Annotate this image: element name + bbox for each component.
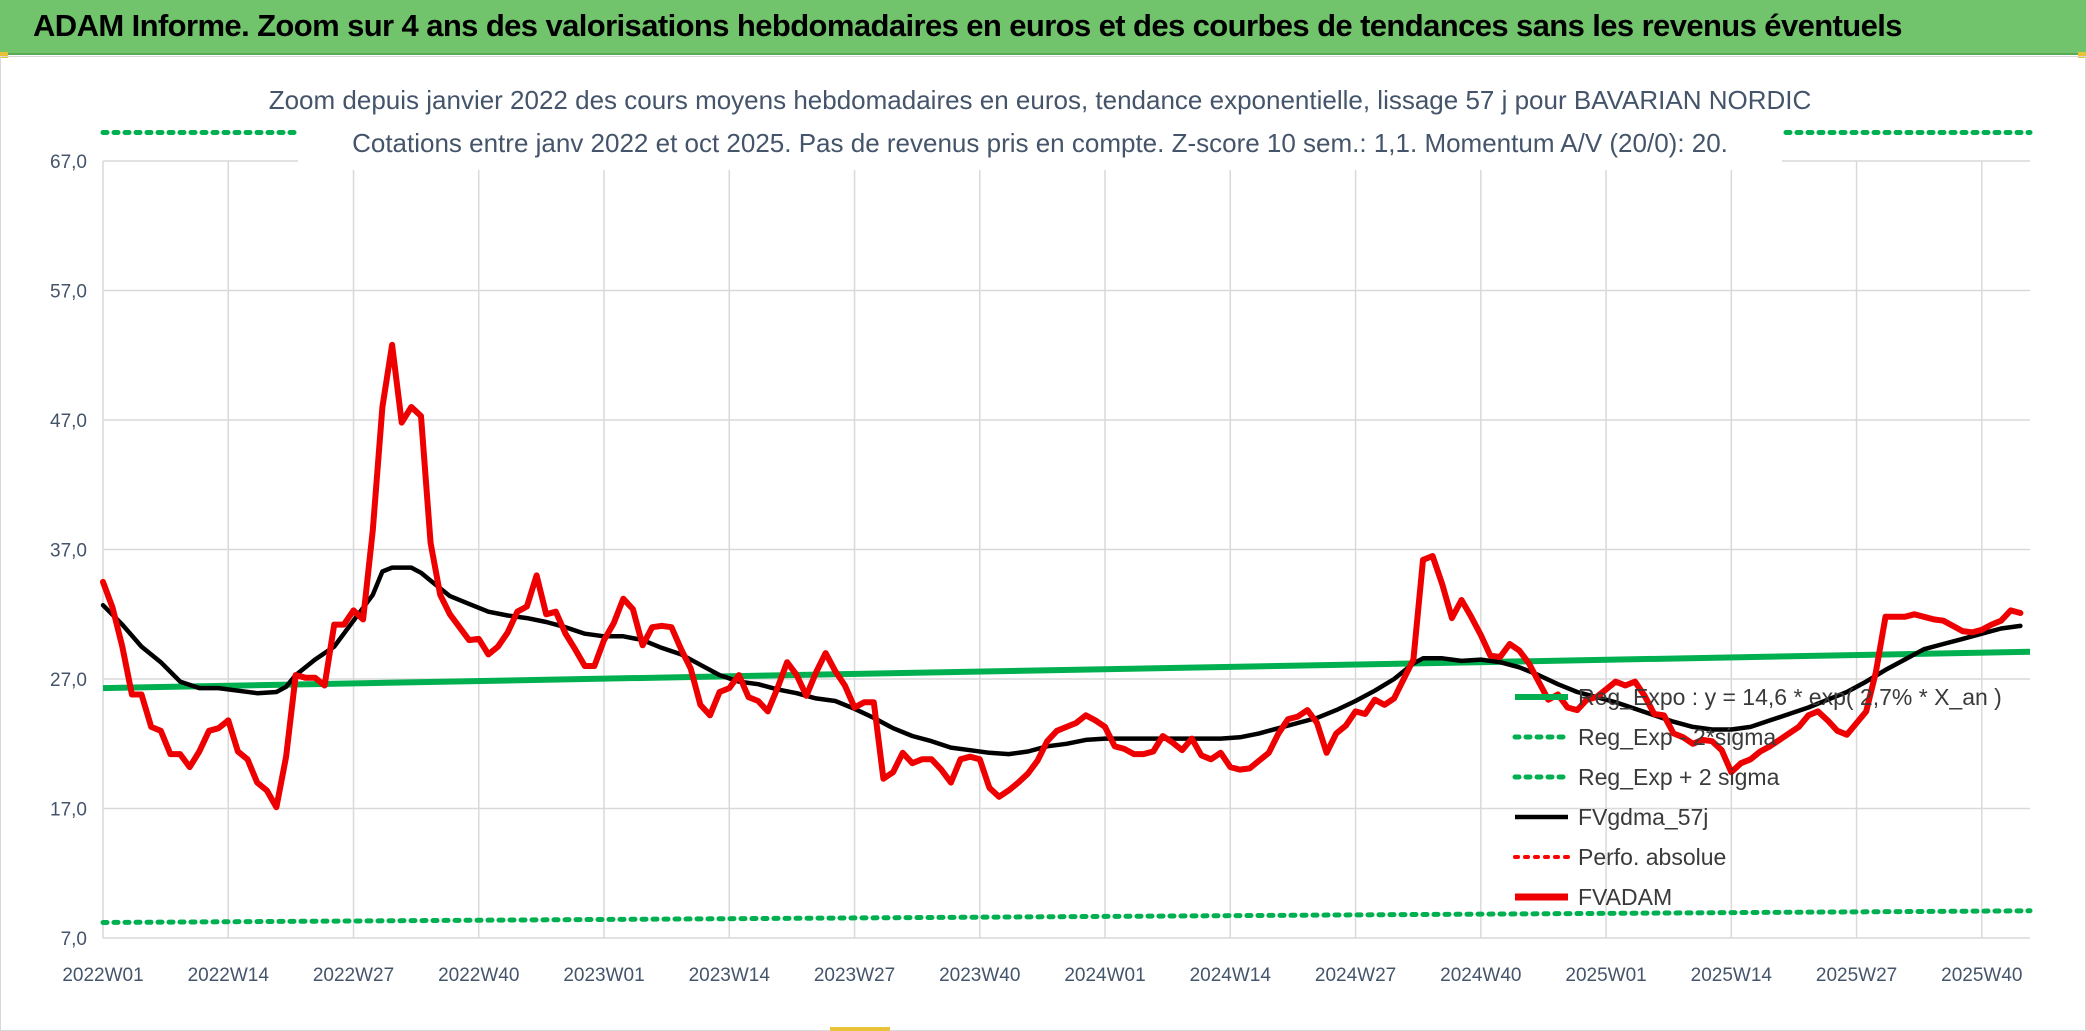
x-tick-label: 2023W27 bbox=[814, 965, 895, 986]
x-tick-label: 2024W01 bbox=[1064, 965, 1145, 986]
x-tick-label: 2024W14 bbox=[1190, 965, 1272, 986]
x-tick-label: 2023W40 bbox=[939, 965, 1020, 986]
y-tick-label: 57,0 bbox=[50, 282, 87, 303]
chart-legend: Reg_Expo : y = 14,6 * exp( 2,7% * X_an )… bbox=[1512, 684, 2002, 910]
x-tick-label: 2024W27 bbox=[1315, 965, 1396, 986]
bottom-accent bbox=[830, 1027, 890, 1031]
chart-grid bbox=[102, 160, 2030, 939]
series-fvadam bbox=[100, 341, 2024, 811]
legend-label: Reg_Exp + 2 sigma bbox=[1578, 764, 1780, 790]
series-reg-exp-minus-2-sigma bbox=[100, 908, 2033, 925]
report-header: ADAM Informe. Zoom sur 4 ans des valoris… bbox=[0, 0, 2086, 55]
report-title: ADAM Informe. Zoom sur 4 ans des valoris… bbox=[33, 8, 1903, 43]
legend-label: Perfo. absolue bbox=[1578, 844, 1726, 870]
y-tick-label: 27,0 bbox=[50, 670, 87, 691]
legend-label: Reg_Expo : y = 14,6 * exp( 2,7% * X_an ) bbox=[1578, 684, 2002, 710]
legend-label: FVgdma_57j bbox=[1578, 804, 1708, 830]
series-fvgdma-57j bbox=[100, 565, 2023, 757]
x-tick-label: 2022W14 bbox=[188, 965, 270, 986]
x-tick-label: 2025W01 bbox=[1565, 965, 1646, 986]
y-tick-label: 37,0 bbox=[50, 541, 87, 562]
x-tick-label: 2022W01 bbox=[62, 965, 143, 986]
x-tick-label: 2024W40 bbox=[1440, 965, 1521, 986]
corner-accent-right bbox=[2078, 52, 2086, 58]
chart-title-line-1: Zoom depuis janvier 2022 des cours moyen… bbox=[269, 85, 1812, 115]
legend-label: Reg_Exp - 2*sigma bbox=[1578, 724, 1776, 750]
y-tick-label: 67,0 bbox=[50, 152, 87, 173]
x-tick-label: 2025W14 bbox=[1691, 965, 1773, 986]
x-tick-label: 2023W14 bbox=[689, 965, 771, 986]
y-tick-label: 47,0 bbox=[50, 411, 87, 432]
x-axis-ticks: 2022W01 2022W14 2022W27 2022W40 2023W01 2023W… bbox=[62, 965, 2022, 986]
y-axis-ticks: 67,0 57,0 47,0 37,0 27,0 17,0 7,0 bbox=[50, 152, 87, 950]
corner-accent-left bbox=[0, 52, 8, 58]
x-tick-label: 2023W01 bbox=[563, 965, 644, 986]
legend-label: FVADAM bbox=[1578, 884, 1672, 910]
x-tick-label: 2022W27 bbox=[313, 965, 394, 986]
x-tick-label: 2025W40 bbox=[1941, 965, 2022, 986]
x-tick-label: 2025W27 bbox=[1816, 965, 1897, 986]
chart-title-background bbox=[298, 74, 1782, 170]
series-reg-expo bbox=[102, 648, 2031, 692]
y-tick-label: 17,0 bbox=[50, 800, 87, 821]
chart-title-line-2: Cotations entre janv 2022 et oct 2025. P… bbox=[352, 128, 1728, 158]
chart-series bbox=[100, 130, 2033, 925]
x-tick-label: 2022W40 bbox=[438, 965, 519, 986]
y-tick-label: 7,0 bbox=[61, 929, 87, 950]
